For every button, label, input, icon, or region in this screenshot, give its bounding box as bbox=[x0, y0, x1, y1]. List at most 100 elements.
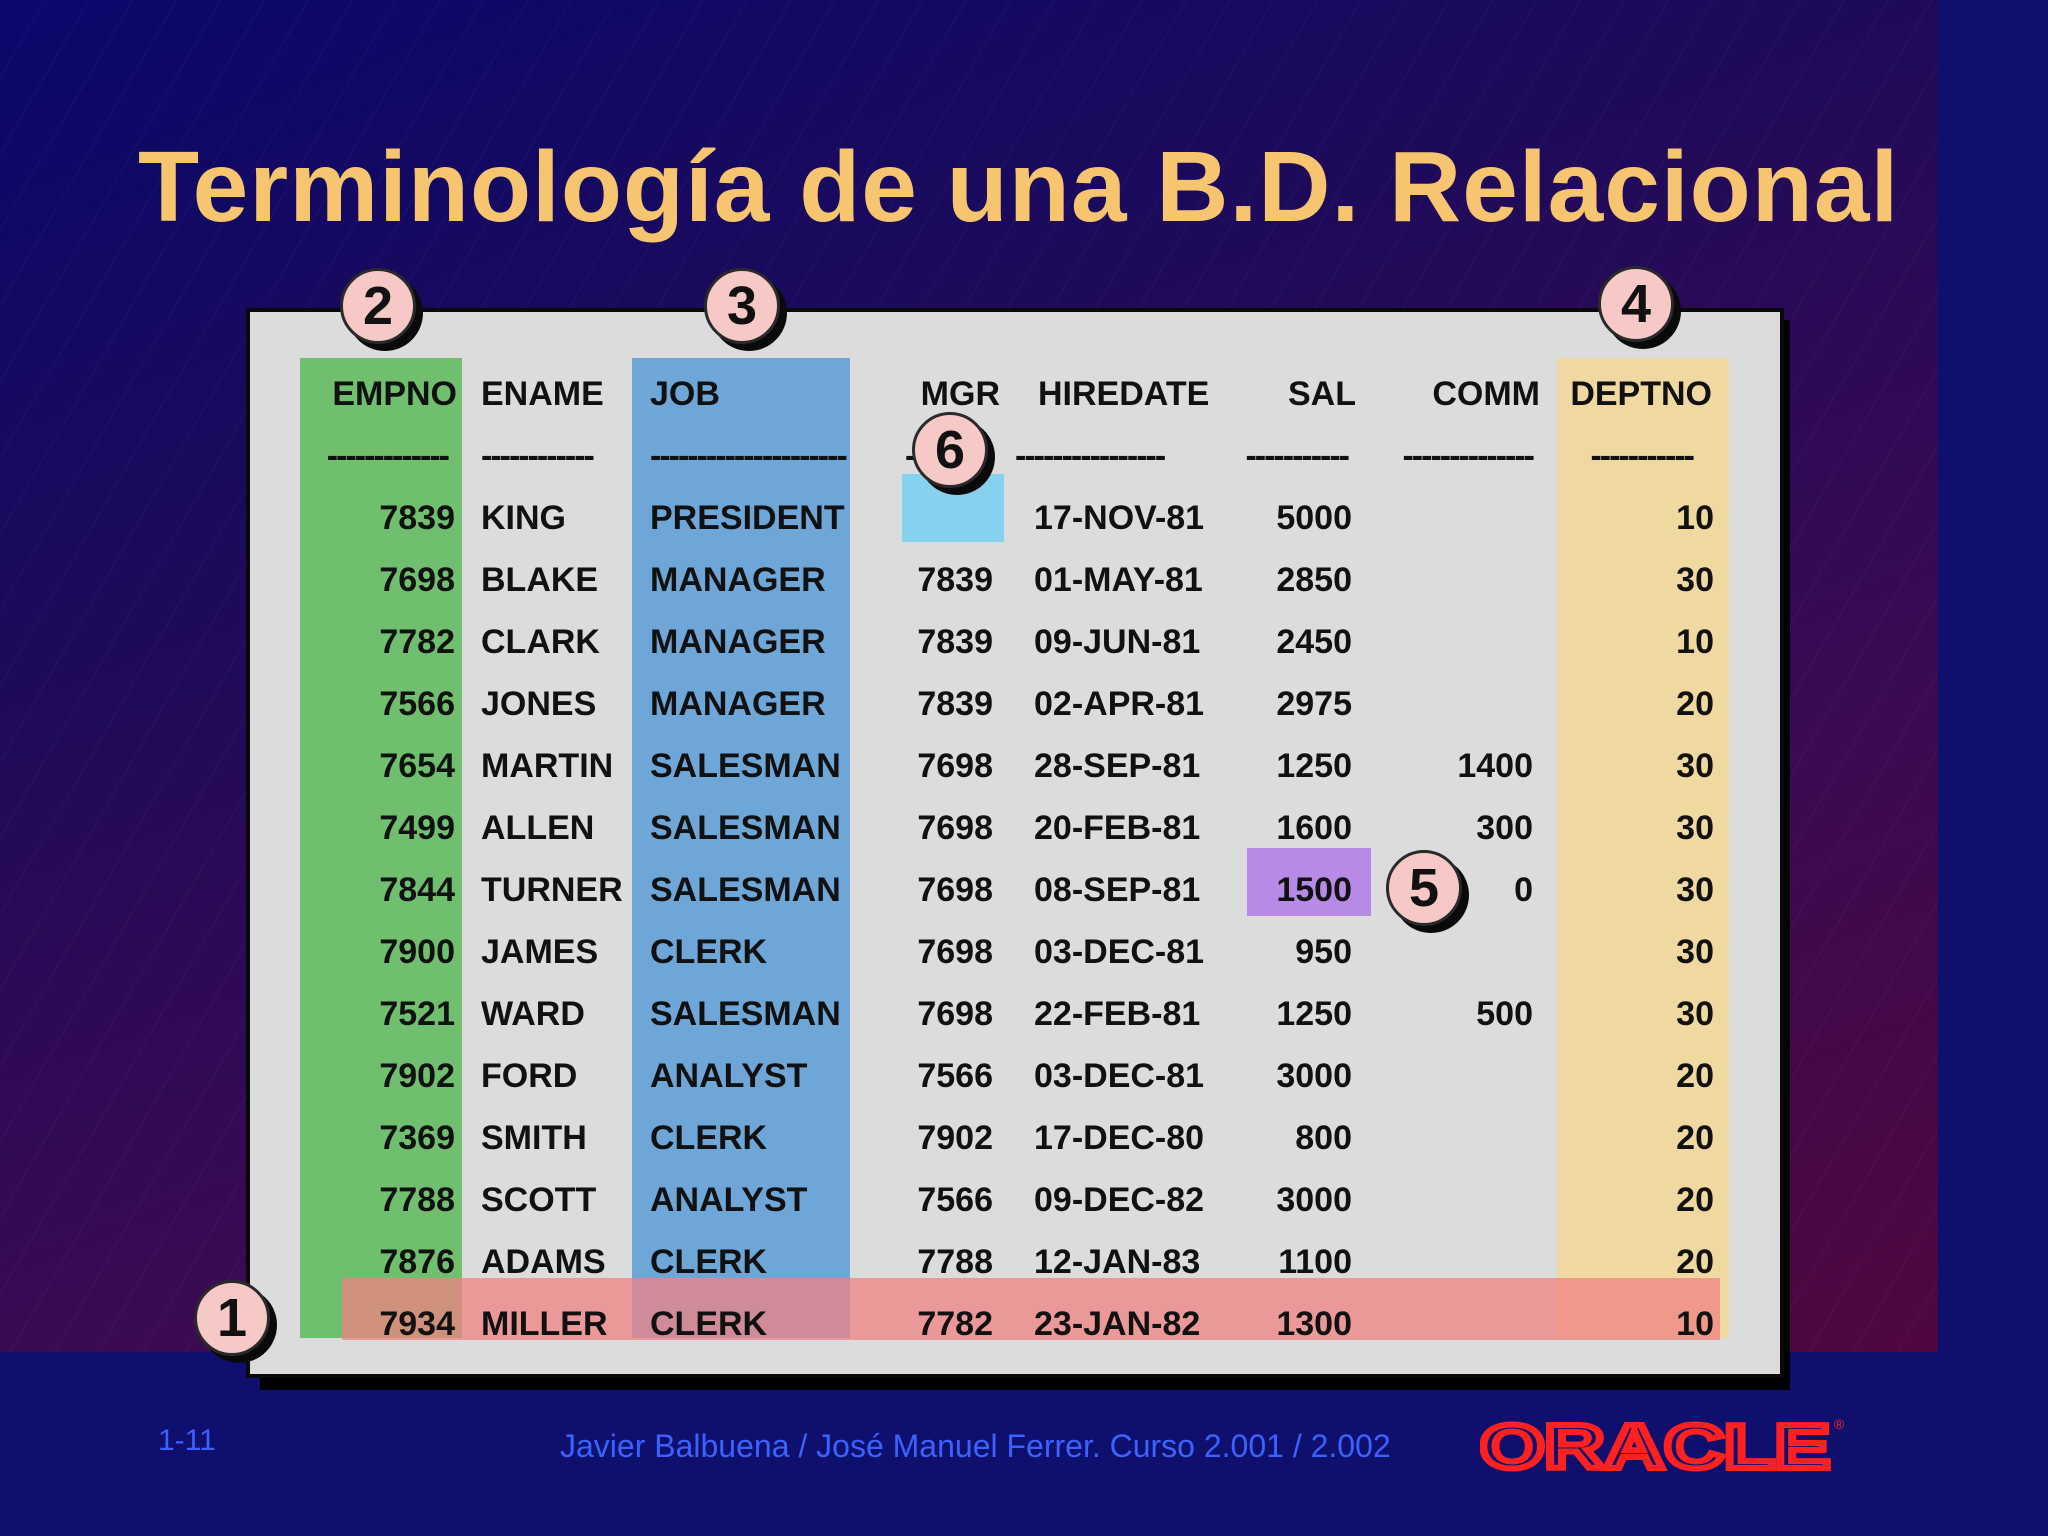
cell-ename: ALLEN bbox=[481, 809, 595, 847]
header-separator-job: --------------------- bbox=[650, 437, 848, 475]
cell-deptno: 10 bbox=[1676, 1305, 1714, 1343]
cell-mgr: 7902 bbox=[917, 1119, 993, 1157]
cell-deptno: 20 bbox=[1676, 1243, 1714, 1281]
cell-hiredate: 17-DEC-80 bbox=[1034, 1119, 1205, 1157]
cell-mgr: 7839 bbox=[917, 623, 993, 661]
cell-deptno: 30 bbox=[1676, 747, 1714, 785]
cell-mgr: 7788 bbox=[917, 1243, 993, 1281]
cell-sal: 5000 bbox=[1276, 499, 1352, 537]
cell-ename: ADAMS bbox=[481, 1243, 606, 1281]
cell-empno: 7521 bbox=[379, 995, 455, 1033]
cell-ename: FORD bbox=[481, 1057, 578, 1095]
cell-ename: WARD bbox=[481, 995, 585, 1033]
cell-comm: 500 bbox=[1476, 995, 1533, 1033]
cell-sal: 1300 bbox=[1276, 1305, 1352, 1343]
cell-sal: 800 bbox=[1295, 1119, 1352, 1157]
cell-ename: CLARK bbox=[481, 623, 600, 661]
cell-mgr: 7566 bbox=[917, 1057, 993, 1095]
cell-sal: 1600 bbox=[1276, 809, 1352, 847]
cell-deptno: 30 bbox=[1676, 871, 1714, 909]
cell-empno: 7839 bbox=[379, 499, 455, 537]
header-mgr: MGR bbox=[920, 375, 1000, 413]
cell-empno: 7876 bbox=[379, 1243, 455, 1281]
slide-number: 1-11 bbox=[158, 1424, 216, 1457]
cell-mgr: 7698 bbox=[917, 809, 993, 847]
cell-empno: 7782 bbox=[379, 623, 455, 661]
cell-empno: 7654 bbox=[379, 747, 455, 785]
cell-mgr: 7782 bbox=[917, 1305, 993, 1343]
oracle-logo: ORACLE bbox=[1477, 1408, 1858, 1485]
cell-hiredate: 28-SEP-81 bbox=[1034, 747, 1201, 785]
job-column-highlight bbox=[632, 358, 850, 1338]
header-separator-comm: -------------- bbox=[1402, 437, 1535, 475]
cell-job: CLERK bbox=[650, 1305, 768, 1343]
marker-3: 3 bbox=[704, 268, 780, 344]
cell-sal: 2850 bbox=[1276, 561, 1352, 599]
cell-sal: 3000 bbox=[1276, 1057, 1352, 1095]
cell-ename: TURNER bbox=[481, 871, 623, 909]
cell-job: PRESIDENT bbox=[650, 499, 845, 537]
cell-job: MANAGER bbox=[650, 561, 826, 599]
cell-hiredate: 09-DEC-82 bbox=[1034, 1181, 1205, 1219]
cell-sal: 1250 bbox=[1276, 995, 1352, 1033]
cell-empno: 7788 bbox=[379, 1181, 455, 1219]
marker-1: 1 bbox=[194, 1280, 270, 1356]
cell-sal: 3000 bbox=[1276, 1181, 1352, 1219]
cell-mgr: 7698 bbox=[917, 747, 993, 785]
header-deptno: DEPTNO bbox=[1570, 375, 1712, 413]
header-separator-ename: ------------ bbox=[481, 437, 595, 475]
cell-hiredate: 09-JUN-81 bbox=[1034, 623, 1201, 661]
cell-ename: SMITH bbox=[481, 1119, 587, 1157]
cell-job: SALESMAN bbox=[650, 871, 841, 909]
marker-6: 6 bbox=[912, 412, 988, 488]
cell-hiredate: 22-FEB-81 bbox=[1034, 995, 1201, 1033]
cell-job: CLERK bbox=[650, 1243, 768, 1281]
cell-empno: 7902 bbox=[379, 1057, 455, 1095]
cell-deptno: 30 bbox=[1676, 995, 1714, 1033]
header-job: JOB bbox=[650, 375, 720, 413]
cell-sal: 2450 bbox=[1276, 623, 1352, 661]
cell-hiredate: 17-NOV-81 bbox=[1034, 499, 1205, 537]
cell-job: SALESMAN bbox=[650, 747, 841, 785]
cell-ename: JONES bbox=[481, 685, 597, 723]
row-highlight bbox=[342, 1278, 1720, 1340]
cell-hiredate: 20-FEB-81 bbox=[1034, 809, 1201, 847]
header-comm: COMM bbox=[1432, 375, 1540, 413]
cell-hiredate: 02-APR-81 bbox=[1034, 685, 1205, 723]
cell-sal: 1500 bbox=[1276, 871, 1352, 909]
cell-empno: 7900 bbox=[379, 933, 455, 971]
cell-comm: 300 bbox=[1476, 809, 1533, 847]
cell-ename: BLAKE bbox=[481, 561, 599, 599]
cell-hiredate: 23-JAN-82 bbox=[1034, 1305, 1201, 1343]
cell-mgr: 7839 bbox=[917, 685, 993, 723]
cell-hiredate: 01-MAY-81 bbox=[1034, 561, 1203, 599]
cell-mgr: 7566 bbox=[917, 1181, 993, 1219]
cell-hiredate: 12-JAN-83 bbox=[1034, 1243, 1201, 1281]
cell-empno: 7844 bbox=[379, 871, 455, 909]
header-separator-deptno: ----------- bbox=[1590, 437, 1695, 475]
header-separator-empno: ------------- bbox=[326, 437, 450, 475]
cell-job: MANAGER bbox=[650, 623, 826, 661]
header-ename: ENAME bbox=[481, 375, 604, 413]
cell-empno: 7566 bbox=[379, 685, 455, 723]
cell-job: ANALYST bbox=[650, 1181, 808, 1219]
cell-mgr: 7698 bbox=[917, 871, 993, 909]
cell-job: SALESMAN bbox=[650, 995, 841, 1033]
cell-job: MANAGER bbox=[650, 685, 826, 723]
header-sal: SAL bbox=[1288, 375, 1356, 413]
cell-mgr: 7839 bbox=[917, 561, 993, 599]
right-band bbox=[1938, 0, 2048, 1536]
marker-5: 5 bbox=[1386, 850, 1462, 926]
cell-sal: 2975 bbox=[1276, 685, 1352, 723]
registered-mark: ® bbox=[1834, 1416, 1845, 1432]
cell-job: CLERK bbox=[650, 933, 768, 971]
oracle-logo-svg: ORACLE bbox=[1477, 1410, 1833, 1485]
field-value-highlight bbox=[1247, 848, 1371, 916]
cell-sal: 1100 bbox=[1278, 1243, 1352, 1281]
cell-job: ANALYST bbox=[650, 1057, 808, 1095]
cell-deptno: 20 bbox=[1676, 1119, 1714, 1157]
cell-hiredate: 03-DEC-81 bbox=[1034, 1057, 1205, 1095]
header-separator-hiredate: ---------------- bbox=[1015, 437, 1166, 475]
header-hiredate: HIREDATE bbox=[1038, 375, 1210, 413]
cell-ename: MILLER bbox=[481, 1305, 608, 1343]
